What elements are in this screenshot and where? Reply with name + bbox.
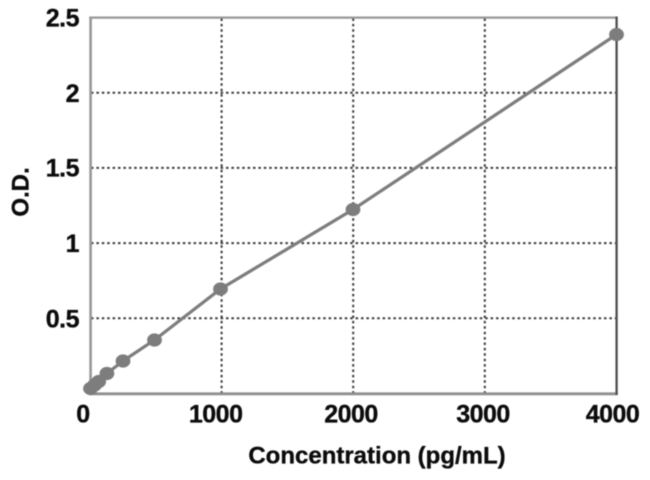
svg-text:1000: 1000 (189, 401, 243, 429)
svg-text:Concentration (pg/mL): Concentration (pg/mL) (248, 443, 505, 470)
svg-text:0.5: 0.5 (46, 305, 80, 333)
svg-text:2: 2 (66, 80, 79, 108)
svg-text:2000: 2000 (324, 401, 378, 429)
svg-text:3000: 3000 (456, 401, 510, 429)
svg-text:4000: 4000 (586, 401, 640, 429)
svg-text:1: 1 (66, 230, 80, 258)
svg-text:2.5: 2.5 (46, 5, 80, 33)
svg-text:O.D.: O.D. (8, 167, 35, 216)
svg-text:0: 0 (76, 401, 89, 429)
svg-text:1.5: 1.5 (46, 155, 80, 183)
